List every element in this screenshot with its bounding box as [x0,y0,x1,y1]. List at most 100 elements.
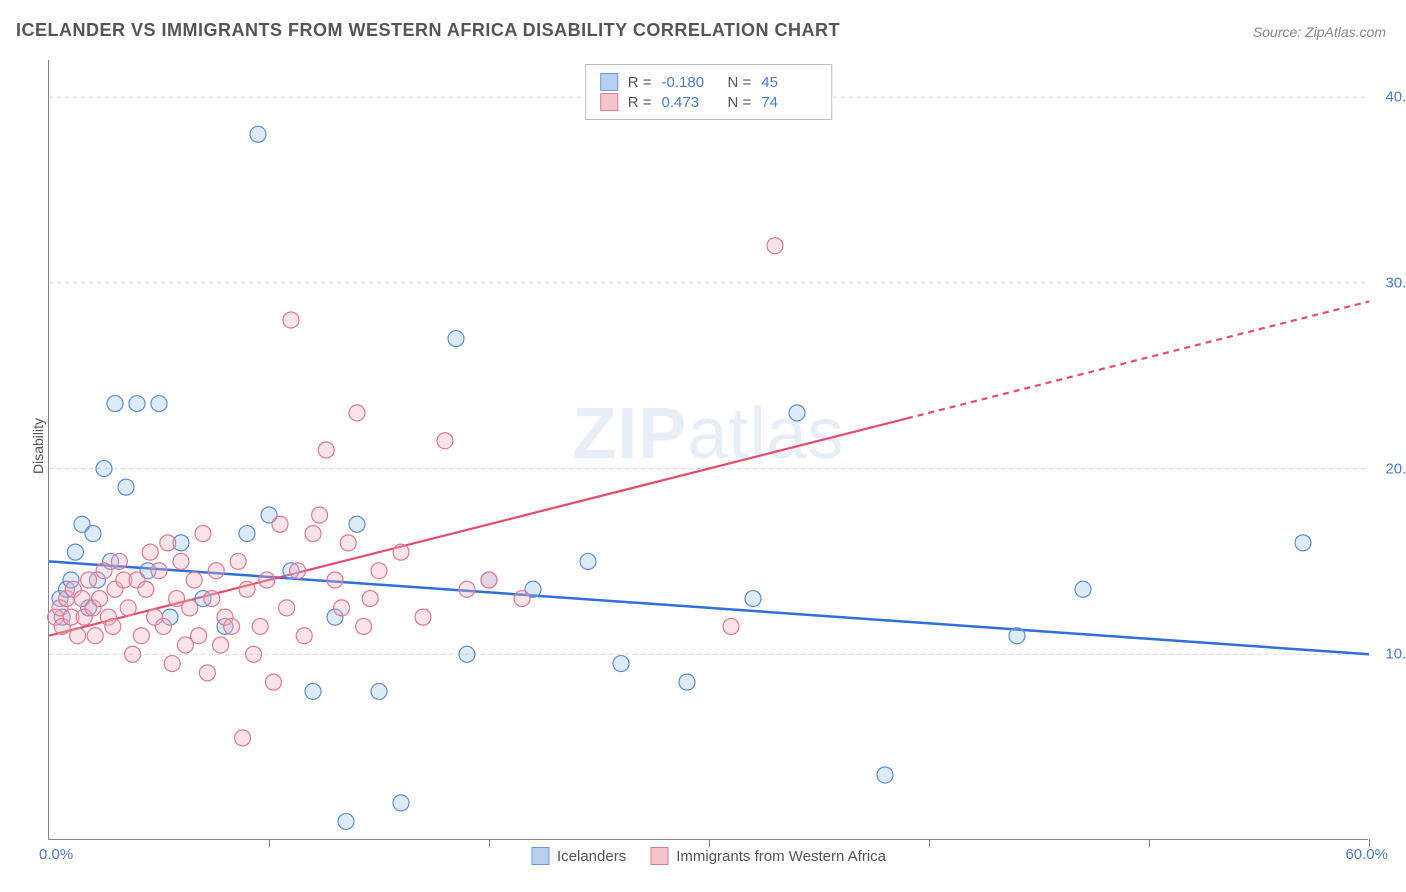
data-point [1009,628,1025,644]
data-point [789,405,805,421]
data-point [767,238,783,254]
data-point [290,563,306,579]
n-label: N = [728,94,752,111]
data-point [204,591,220,607]
data-point [67,544,83,560]
x-tick [489,839,490,847]
data-point [481,572,497,588]
data-point [514,591,530,607]
data-point [679,674,695,690]
data-point [296,628,312,644]
data-point [283,312,299,328]
data-point [195,526,211,542]
y-tick-label: 10.0% [1385,646,1406,663]
x-tick [1369,839,1370,847]
data-point [305,683,321,699]
data-point [208,563,224,579]
chart-title: ICELANDER VS IMMIGRANTS FROM WESTERN AFR… [16,20,840,41]
swatch-pink-icon [650,847,668,865]
data-point [111,553,127,569]
x-origin-label: 0.0% [39,846,73,863]
data-point [371,563,387,579]
data-point [393,795,409,811]
n-value: 74 [761,94,817,111]
data-point [105,618,121,634]
data-point [151,396,167,412]
data-point [448,331,464,347]
legend-item: Icelanders [531,847,626,865]
data-point [415,609,431,625]
x-tick [709,839,710,847]
data-point [338,813,354,829]
data-point [362,591,378,607]
data-point [173,553,189,569]
chart-source: Source: ZipAtlas.com [1253,24,1386,40]
data-point [349,516,365,532]
r-label: R = [628,94,652,111]
data-point [252,618,268,634]
y-tick-label: 40.0% [1385,89,1406,106]
data-point [81,572,97,588]
data-point [235,730,251,746]
data-point [87,628,103,644]
data-point [745,591,761,607]
legend-stats-row: R = -0.180 N = 45 [600,73,818,91]
data-point [349,405,365,421]
r-label: R = [628,74,652,91]
data-point [239,581,255,597]
plot-area: ZIPatlas R = -0.180 N = 45 R = 0.473 N =… [48,60,1368,840]
data-point [199,665,215,681]
data-point [224,618,240,634]
data-point [70,628,86,644]
data-point [279,600,295,616]
data-point [118,479,134,495]
x-tick [1149,839,1150,847]
data-point [265,674,281,690]
data-point [92,591,108,607]
data-point [155,618,171,634]
r-value: -0.180 [662,74,718,91]
data-point [164,656,180,672]
swatch-blue-icon [600,73,618,91]
data-point [96,461,112,477]
y-tick-label: 20.0% [1385,460,1406,477]
data-point [580,553,596,569]
data-point [356,618,372,634]
legend-stats: R = -0.180 N = 45 R = 0.473 N = 74 [585,64,833,120]
data-point [334,600,350,616]
data-point [371,683,387,699]
swatch-pink-icon [600,93,618,111]
n-label: N = [728,74,752,91]
data-point [259,572,275,588]
y-axis-label: Disability [30,418,46,474]
data-point [186,572,202,588]
data-point [305,526,321,542]
data-point [1075,581,1091,597]
data-point [459,581,475,597]
y-tick-label: 30.0% [1385,274,1406,291]
data-point [129,396,145,412]
data-point [151,563,167,579]
data-point [230,553,246,569]
x-tick [929,839,930,847]
legend-series: Icelanders Immigrants from Western Afric… [531,847,886,865]
r-value: 0.473 [662,94,718,111]
data-point [133,628,149,644]
legend-label: Immigrants from Western Africa [676,848,886,865]
data-point [246,646,262,662]
data-point [142,544,158,560]
data-point [1295,535,1311,551]
data-point [723,618,739,634]
data-point [312,507,328,523]
data-point [340,535,356,551]
n-value: 45 [761,74,817,91]
data-point [191,628,207,644]
data-point [160,535,176,551]
data-point [393,544,409,560]
data-point [459,646,475,662]
data-point [107,396,123,412]
chart-svg [49,60,1368,839]
x-tick [269,839,270,847]
data-point [272,516,288,532]
data-point [250,126,266,142]
